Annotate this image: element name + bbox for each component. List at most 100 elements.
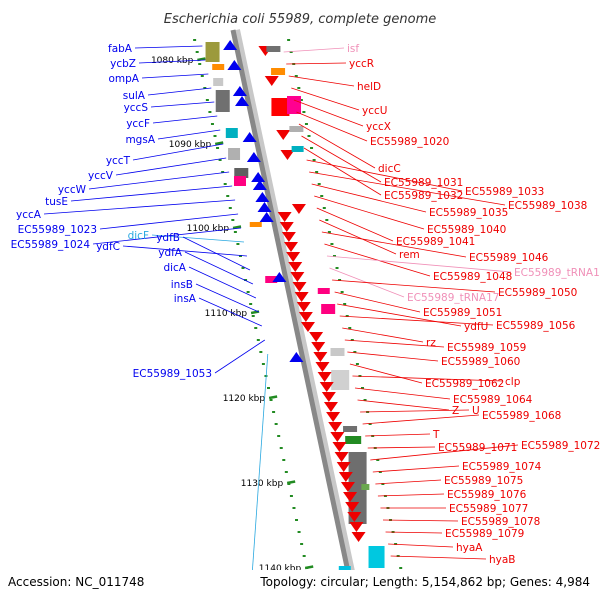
label-leader-line: [150, 101, 215, 108]
plus-strand-arrow: [255, 192, 270, 202]
left-gene-label: yccT: [106, 155, 131, 167]
left-gene-label: sulA: [123, 90, 146, 102]
minus-strand-arrow: [300, 322, 315, 332]
accession-text: Accession: NC_011748: [8, 575, 144, 589]
gene-block: [291, 146, 304, 152]
right-gene-label: EC55989_1038: [508, 200, 587, 212]
scale-tick-mark: [286, 480, 296, 485]
minus-strand-arrow: [336, 462, 351, 472]
right-gene-label: helD: [357, 81, 381, 93]
right-gene-label: clp: [505, 376, 521, 388]
right-gene-label: EC55989_1033: [465, 186, 544, 198]
genome-stats-text: Topology: circular; Length: 5,154,862 bp…: [259, 575, 590, 589]
left-gene-label: EC55989_1024: [11, 239, 91, 251]
gene-block: [215, 90, 230, 112]
right-gene-label: EC55989_1072: [521, 440, 600, 452]
label-leader-line: [388, 543, 454, 548]
scale-tick-label: 1080 kbp: [151, 56, 194, 66]
right-gene-label: EC55989_1035: [429, 207, 508, 219]
gene-block: [271, 98, 290, 116]
label-leader-line: [43, 199, 236, 215]
gene-block: [331, 370, 350, 390]
plus-strand-arrow: [259, 212, 274, 222]
right-gene-label: EC55989_1078: [461, 516, 540, 528]
label-leader-line: [288, 75, 355, 87]
minus-strand-arrow: [321, 392, 336, 402]
right-gene-label: Z: [452, 405, 459, 417]
minus-strand-arrow: [349, 522, 364, 532]
minus-strand-arrow: [351, 532, 366, 542]
minus-strand-arrow: [330, 432, 345, 442]
gene-block: [233, 176, 246, 186]
right-gene-label: yccX: [366, 121, 391, 133]
label-leader-line: [301, 135, 382, 183]
scale-tick-label: 1120 kbp: [223, 394, 266, 404]
label-leader-line: [99, 213, 239, 230]
label-leader-line: [321, 231, 467, 258]
label-leader-line: [70, 185, 233, 202]
label-leader-line: [195, 283, 260, 313]
label-leader-line: [319, 219, 397, 255]
minus-strand-arrow: [343, 492, 358, 502]
gene-block: [266, 46, 281, 52]
left-gene-label: fabA: [108, 43, 133, 55]
label-leader-line: [182, 236, 251, 271]
label-leader-line: [352, 375, 503, 382]
label-leader-line: [291, 87, 360, 111]
minus-strand-arrow: [311, 342, 326, 352]
left-gene-label: ydfB: [156, 232, 180, 244]
plus-strand-arrow: [246, 152, 261, 162]
label-leader-line: [349, 363, 423, 384]
label-leader-line: [377, 493, 445, 497]
gene-block: [321, 304, 336, 314]
minus-strand-arrow: [288, 262, 303, 272]
right-gene-label: dicC: [378, 163, 401, 175]
left-gene-label: EC55989_1023: [18, 224, 97, 236]
gene-block: [225, 128, 238, 138]
map-title: Escherichia coli 55989, complete genome: [164, 12, 436, 27]
right-gene-label: EC55989_1076: [447, 489, 527, 501]
right-gene-label: EC55989_1050: [498, 287, 577, 299]
label-leader-line: [334, 291, 421, 313]
right-gene-label: EC55989_1077: [449, 503, 528, 515]
scale-tick-label: 1100 kbp: [187, 224, 230, 234]
minus-strand-arrow: [292, 282, 307, 292]
left-gene-label: mgsA: [125, 134, 155, 146]
right-gene-label: EC55989_1060: [441, 356, 520, 368]
label-leader-line: [303, 147, 382, 196]
right-gene-label: hyaB: [489, 554, 516, 566]
left-gene-label: yccF: [126, 118, 150, 130]
plus-strand-arrow: [235, 96, 250, 106]
label-leader-line: [293, 99, 364, 127]
label-leader-line: [122, 245, 248, 257]
label-leader-line: [138, 59, 206, 64]
minus-strand-arrow: [309, 332, 324, 342]
scale-tick-mark: [214, 141, 224, 146]
label-leader-line: [198, 297, 262, 327]
minus-strand-arrow: [345, 502, 360, 512]
plus-strand-arrow: [242, 132, 257, 142]
minus-strand-arrow: [328, 422, 343, 432]
right-gene-labels: isf yccR helD yccU yccX EC55989_1020 dicC EC559…: [347, 43, 600, 566]
label-leader-line: [370, 444, 519, 461]
right-gene-label: hyaA: [456, 542, 483, 554]
label-leader-line: [367, 446, 436, 449]
label-leaders: [43, 45, 519, 577]
gene-block: [228, 148, 241, 160]
right-gene-label: EC55989_1079: [445, 528, 524, 540]
right-gene-label: EC55989_tRNA17: [407, 292, 499, 304]
label-leader-line: [316, 207, 394, 242]
right-gene-label: EC55989_1041: [396, 236, 475, 248]
scale-tick-label: 1090 kbp: [169, 140, 212, 150]
label-leader-line: [147, 87, 212, 96]
gene-block: [213, 78, 224, 86]
plus-strand-arrow: [272, 272, 287, 282]
gene-block: [330, 348, 345, 356]
label-leader-line: [311, 183, 427, 213]
minus-strand-arrow: [279, 222, 294, 232]
label-leader-line: [357, 399, 450, 411]
right-gene-label: EC55989_1075: [444, 475, 523, 487]
right-gene-label: EC55989_1020: [370, 136, 449, 148]
right-gene-label: EC55989_1032: [384, 190, 463, 202]
